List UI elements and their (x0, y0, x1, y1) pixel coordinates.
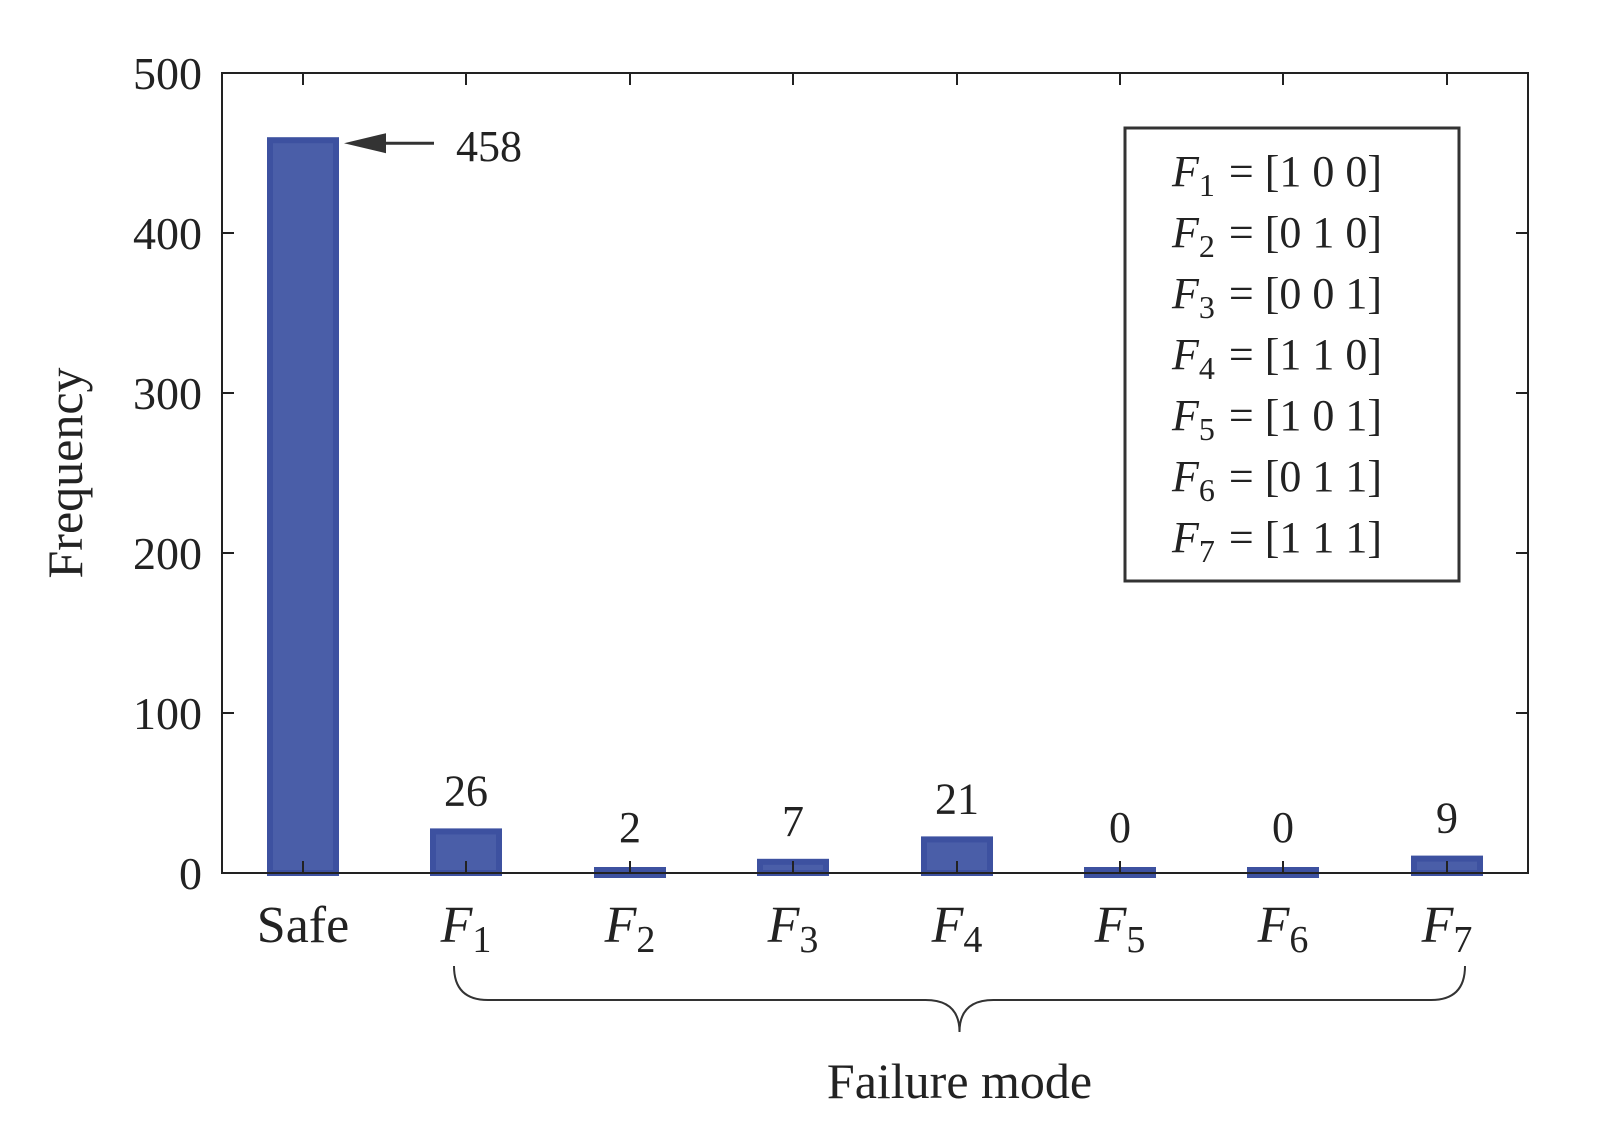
y-tick-label: 500 (133, 48, 202, 99)
legend: F1 = [1 0 0]F2 = [0 1 0]F3 = [0 0 1]F4 = [1 … (1123, 126, 1461, 583)
legend-entry: F5 = [1 0 1] (1171, 391, 1382, 447)
data-label: 7 (782, 797, 804, 846)
legend-entry: F1 = [1 0 0] (1171, 147, 1382, 203)
y-tick-label: 300 (133, 368, 202, 419)
y-axis-tick-labels: 0 100 200 300 400 500 (133, 48, 202, 899)
x-category-label: F7 (1421, 897, 1473, 961)
annotation-arrow-head (344, 133, 386, 154)
data-label: 26 (444, 766, 488, 815)
bar-data-labels: 26 2 7 21 0 0 9 (444, 766, 1458, 852)
legend-entry: F3 = [0 0 1] (1171, 269, 1382, 325)
legend-box (1123, 126, 1461, 583)
x-category-label: F3 (767, 897, 819, 961)
axis-ticks (222, 72, 1528, 874)
x-axis-category-labels: Safe F1 F2 F3 F4 F5 F6 F7 (257, 897, 1473, 961)
legend-entry: F7 = [1 1 1] (1171, 513, 1382, 569)
peak-annotation: 458 (344, 122, 522, 171)
x-category-label: F1 (440, 897, 492, 961)
x-category-label: F5 (1094, 897, 1146, 961)
x-category-label: Safe (257, 897, 349, 954)
data-label: 0 (1109, 803, 1131, 852)
legend-entry: F4 = [1 1 0] (1171, 330, 1382, 386)
failure-mode-brace (453, 965, 1466, 1033)
legend-entry: F2 = [0 1 0] (1171, 208, 1382, 264)
y-tick-label: 100 (133, 688, 202, 739)
x-category-label: F2 (604, 897, 656, 961)
x-axis-label: Failure mode (827, 1053, 1092, 1109)
annotation-label: 458 (456, 122, 522, 171)
data-label: 9 (1436, 794, 1458, 843)
y-tick-label: 200 (133, 528, 202, 579)
y-tick-label: 0 (179, 848, 202, 899)
x-category-label: F6 (1257, 897, 1309, 961)
legend-entry: F6 = [0 1 1] (1171, 452, 1382, 508)
plot-area-frame (221, 72, 1529, 874)
x-category-label: F4 (931, 897, 983, 961)
y-axis-label: Frequency (37, 367, 93, 578)
y-tick-label: 400 (133, 208, 202, 259)
data-label: 0 (1272, 803, 1294, 852)
data-label: 2 (619, 803, 641, 852)
bar-safe (267, 137, 339, 876)
data-label: 21 (935, 774, 979, 823)
